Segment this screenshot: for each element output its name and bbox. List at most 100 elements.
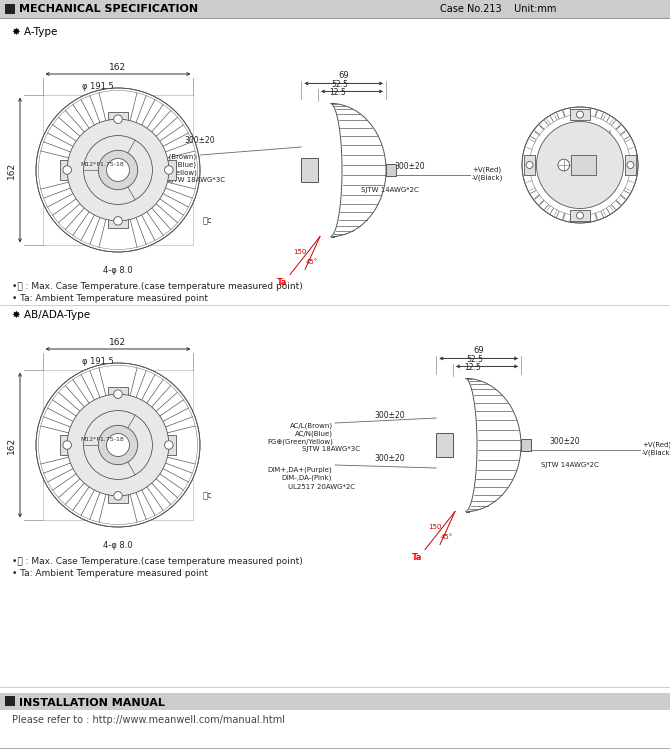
Text: Ta: Ta <box>277 278 287 287</box>
Bar <box>5 696 15 706</box>
Text: AC/N(Blue): AC/N(Blue) <box>159 162 197 169</box>
Text: φ 191.5: φ 191.5 <box>82 82 114 91</box>
Bar <box>302 158 318 181</box>
Text: 12.5: 12.5 <box>464 363 481 372</box>
Text: 45°: 45° <box>306 258 318 264</box>
Text: Ⓣc: Ⓣc <box>203 491 212 500</box>
Text: 52.5: 52.5 <box>466 356 484 365</box>
Bar <box>161 160 176 180</box>
Circle shape <box>36 88 200 252</box>
Text: SJTW 18AWG*3C: SJTW 18AWG*3C <box>302 446 360 452</box>
Text: 59.82: 59.82 <box>586 148 600 152</box>
Text: 300±20: 300±20 <box>375 411 405 420</box>
Bar <box>109 112 127 127</box>
Circle shape <box>537 121 624 208</box>
Bar <box>436 434 453 457</box>
Text: MECHANICAL SPECIFICATION: MECHANICAL SPECIFICATION <box>19 4 198 14</box>
Text: 300±20: 300±20 <box>375 454 405 463</box>
Text: 20: 20 <box>123 161 132 167</box>
Text: 300±20: 300±20 <box>185 136 215 145</box>
Circle shape <box>98 151 137 189</box>
Text: 30: 30 <box>133 461 143 467</box>
Text: 28.82: 28.82 <box>612 158 618 172</box>
Circle shape <box>114 216 122 225</box>
Bar <box>60 160 74 180</box>
Text: 300±20: 300±20 <box>395 162 425 171</box>
Text: FG⊕(Green/Yellow): FG⊕(Green/Yellow) <box>131 170 197 176</box>
Bar <box>161 435 176 455</box>
Circle shape <box>165 166 173 175</box>
Circle shape <box>114 390 122 398</box>
Text: FG⊕(Green/Yellow): FG⊕(Green/Yellow) <box>267 439 333 445</box>
Text: 162: 162 <box>109 63 127 72</box>
Bar <box>572 155 596 175</box>
Circle shape <box>107 434 129 456</box>
Bar <box>524 155 535 175</box>
Text: Case No.213    Unit:mm: Case No.213 Unit:mm <box>440 4 556 14</box>
Text: 48.82: 48.82 <box>586 155 600 160</box>
Bar <box>386 164 396 176</box>
Circle shape <box>98 425 137 464</box>
Text: AC/L(Brown): AC/L(Brown) <box>290 422 333 429</box>
Circle shape <box>36 363 200 527</box>
Text: M12*P1.75-18: M12*P1.75-18 <box>81 437 125 443</box>
Text: • Ta: Ambient Temperature measured point: • Ta: Ambient Temperature measured point <box>12 569 208 578</box>
Text: SJTW 14AWG*2C: SJTW 14AWG*2C <box>361 187 419 193</box>
Text: ✸ A-Type: ✸ A-Type <box>12 27 58 37</box>
Text: •Ⓣ : Max. Case Temperature.(case temperature measured point): •Ⓣ : Max. Case Temperature.(case tempera… <box>12 282 303 291</box>
Text: SJTW 14AWG*2C: SJTW 14AWG*2C <box>541 462 599 468</box>
Text: 69: 69 <box>474 347 484 356</box>
Text: +V(Red): +V(Red) <box>642 442 670 448</box>
Text: -V(Black): -V(Black) <box>472 175 503 181</box>
Bar <box>624 155 636 175</box>
Bar <box>109 488 127 503</box>
Circle shape <box>627 162 634 169</box>
Circle shape <box>558 160 570 171</box>
Bar <box>521 439 531 451</box>
Text: 150: 150 <box>428 524 442 530</box>
Circle shape <box>63 166 72 175</box>
Text: 162: 162 <box>109 338 127 347</box>
Circle shape <box>107 159 129 181</box>
Text: 162: 162 <box>7 437 16 454</box>
Bar <box>0 0 670 18</box>
Text: AC/N(Blue): AC/N(Blue) <box>295 431 333 437</box>
Text: UL2517 20AWG*2C: UL2517 20AWG*2C <box>288 484 355 490</box>
Text: 45°: 45° <box>441 533 453 539</box>
Text: DIM+,DA+(Purple): DIM+,DA+(Purple) <box>267 467 332 473</box>
Text: 12.5: 12.5 <box>330 88 346 97</box>
Text: M12*P1.75-18: M12*P1.75-18 <box>81 163 125 168</box>
Text: φ 191.5: φ 191.5 <box>82 357 114 366</box>
Text: I: I <box>608 130 610 136</box>
Text: 150: 150 <box>293 249 307 255</box>
Circle shape <box>526 162 533 169</box>
Text: 4-φ 8.0: 4-φ 8.0 <box>103 266 133 275</box>
Circle shape <box>63 440 72 449</box>
Circle shape <box>67 394 169 496</box>
Text: DIM-,DA-(Pink): DIM-,DA-(Pink) <box>281 475 332 482</box>
Text: 300±20: 300±20 <box>549 437 580 446</box>
Text: ✸ AB/ADA-Type: ✸ AB/ADA-Type <box>12 310 90 320</box>
Text: 52.5: 52.5 <box>332 80 348 89</box>
Circle shape <box>165 440 173 449</box>
Bar <box>60 435 74 455</box>
Bar <box>570 210 590 221</box>
Text: Ta: Ta <box>411 553 422 562</box>
Text: •Ⓣ : Max. Case Temperature.(case temperature measured point): •Ⓣ : Max. Case Temperature.(case tempera… <box>12 557 303 566</box>
Circle shape <box>576 212 584 219</box>
Bar <box>570 109 590 121</box>
Circle shape <box>114 491 122 500</box>
Text: Please refer to : http://www.meanwell.com/manual.html: Please refer to : http://www.meanwell.co… <box>12 715 285 725</box>
Text: +V(Red): +V(Red) <box>472 167 501 173</box>
Text: AC/L(Brown): AC/L(Brown) <box>154 154 197 160</box>
Text: 4-φ 8.0: 4-φ 8.0 <box>103 541 133 550</box>
Bar <box>5 4 15 13</box>
Bar <box>0 693 670 710</box>
Text: -V(Black): -V(Black) <box>642 449 670 456</box>
Text: 30: 30 <box>133 186 143 192</box>
Text: 162: 162 <box>7 162 16 178</box>
Circle shape <box>576 111 584 118</box>
Circle shape <box>522 107 638 223</box>
Circle shape <box>67 119 169 221</box>
Bar <box>109 213 127 228</box>
